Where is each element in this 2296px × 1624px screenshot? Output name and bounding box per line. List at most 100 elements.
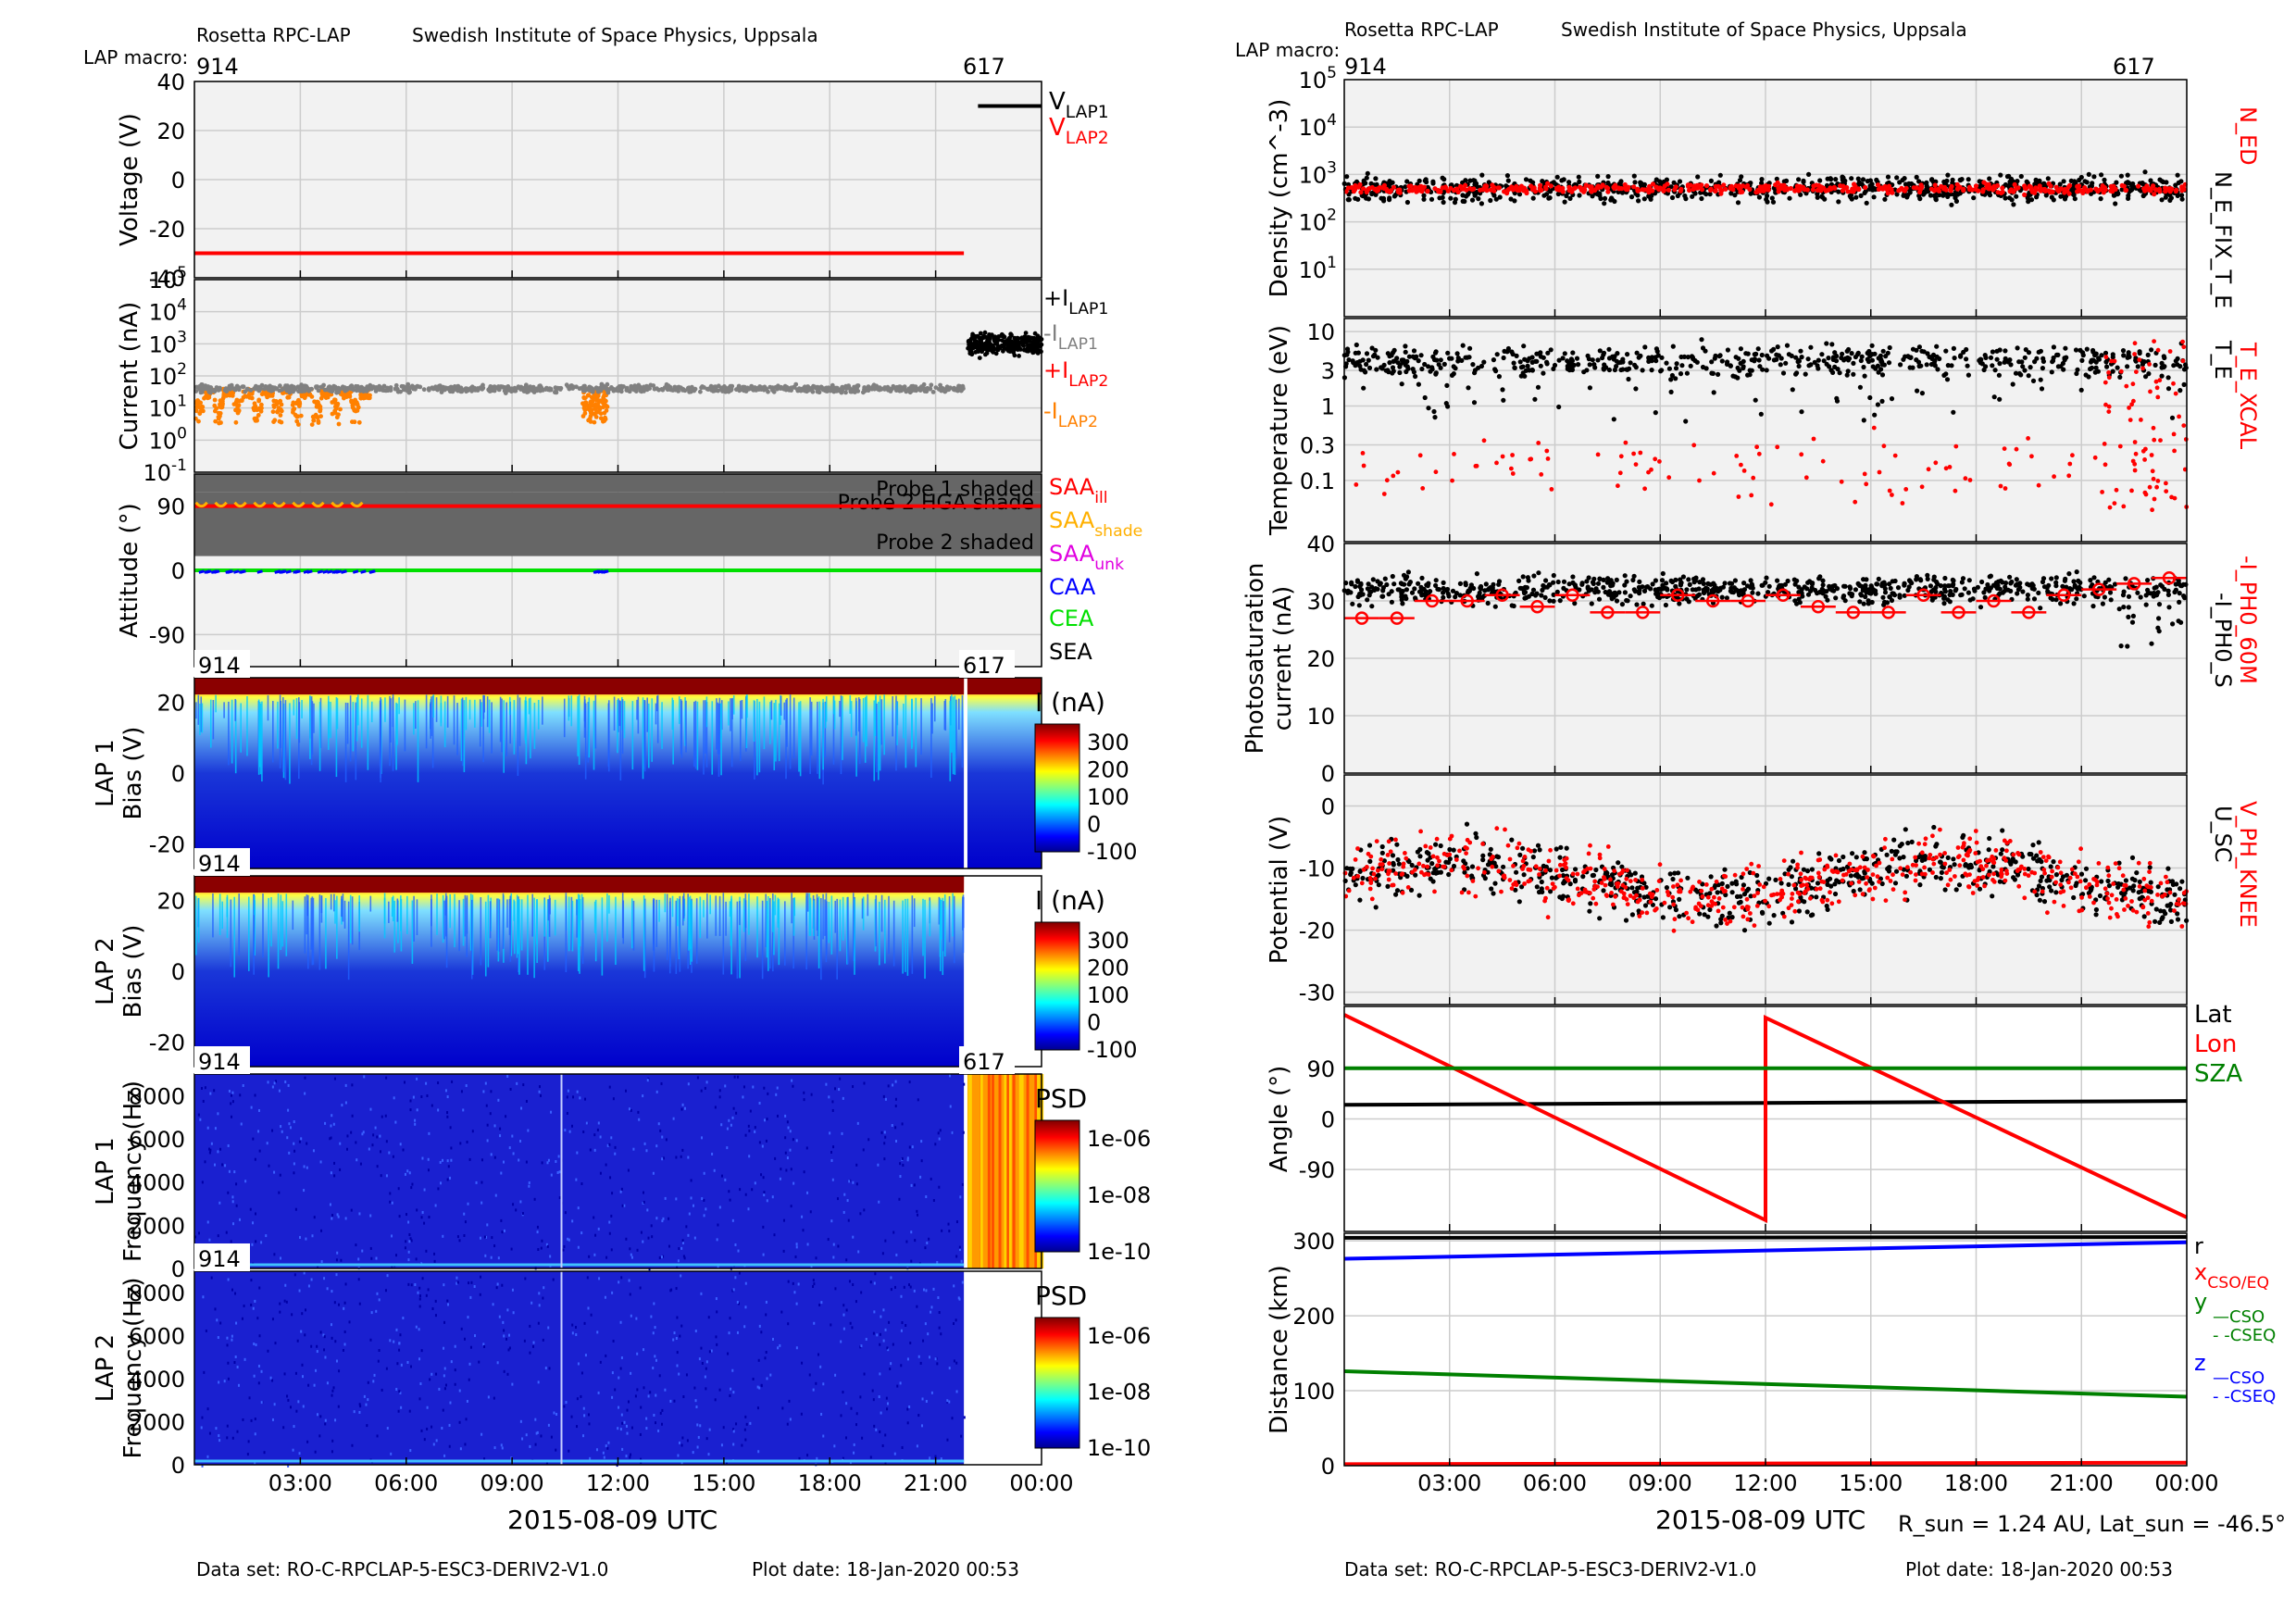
- lap2_freq-heat-noise: [699, 1424, 702, 1428]
- lap2_bias-heat-streak: [836, 898, 839, 980]
- density-point-n-e-fix: [1365, 170, 1370, 176]
- lap1_freq-heat-noise: [576, 1151, 579, 1155]
- lap1_freq-heat-noise: [251, 1243, 254, 1246]
- lap2_bias-heat-streak: [879, 901, 880, 966]
- lap1_freq-heat-noise: [330, 1171, 332, 1175]
- lap1_freq-heat-noise: [242, 1083, 244, 1087]
- lap1_freq-heat-noise: [503, 1229, 505, 1232]
- lap2_freq-heat-noise: [596, 1330, 599, 1334]
- lap2_bias-heat-streak: [248, 896, 250, 971]
- lap1_freq-heat-noise: [273, 1170, 276, 1174]
- lap2_freq-heat-noise: [708, 1350, 711, 1354]
- lap2_freq-heat-noise: [501, 1446, 504, 1450]
- density-point-n-e-fix: [1602, 201, 1607, 206]
- lap2_freq-heat-noise: [955, 1390, 958, 1393]
- density-point-n-e-fix: [1508, 196, 1514, 202]
- lap1_freq-heat-noise: [525, 1160, 528, 1164]
- lap2_freq-heat-noise: [408, 1409, 411, 1413]
- lap1_freq-heat-noise: [748, 1129, 751, 1132]
- lap2_bias-heat-streak: [643, 895, 645, 971]
- lap2_bias-heat-streak: [828, 901, 830, 943]
- lap2_bias-heat-streak: [679, 895, 681, 972]
- lap1_freq-heat-noise: [380, 1174, 382, 1178]
- lap2_bias-heat-streak: [655, 899, 658, 947]
- density-point-n-e-fix: [1902, 176, 1907, 181]
- density-point-n-e-fix: [2034, 180, 2040, 185]
- lap1_freq-heat-noise: [350, 1131, 353, 1134]
- current-point-i-lap1-neg: [834, 385, 839, 391]
- lap2_bias-heat-streak: [943, 894, 946, 957]
- lap2_freq-heat-noise: [530, 1301, 533, 1305]
- current-point-i-lap2-neg: [356, 419, 362, 425]
- lap2_freq-heat-noise: [882, 1308, 885, 1312]
- lap2_freq-heat-noise: [431, 1306, 434, 1310]
- lap1_freq-heat-noise: [580, 1182, 583, 1186]
- current-point-i-lap2-neg: [593, 402, 598, 407]
- lap2_freq-heat-noise: [961, 1280, 964, 1284]
- lap2_freq-heat-noise: [376, 1292, 379, 1295]
- lap1_freq-heat-noise: [287, 1108, 290, 1112]
- current-point-i-lap1-neg: [862, 387, 867, 393]
- density-point-n-e-fix: [1971, 195, 1977, 201]
- lap2_freq-heat-noise: [285, 1300, 288, 1304]
- lap2_bias-heat-streak: [756, 896, 758, 958]
- lap1_freq-heat-noise: [594, 1233, 597, 1237]
- lap1_freq-heat-noise: [720, 1123, 723, 1127]
- lap2_freq-heat-noise: [406, 1360, 409, 1364]
- lap1_freq-heat-noise: [519, 1200, 522, 1204]
- lap2_freq-heat-noise: [603, 1455, 605, 1459]
- current-point-i-lap2-neg: [278, 407, 283, 412]
- lap1_freq-heat-noise: [575, 1178, 578, 1181]
- current-point-i-lap1-neg: [960, 383, 966, 389]
- lap1_freq-heat-noise: [658, 1255, 661, 1259]
- lap1_freq-heat-noise: [427, 1157, 430, 1161]
- lap1_bias-heat-streak: [770, 700, 773, 720]
- lap1_bias-heat-streak: [267, 694, 269, 721]
- current-point-i-lap1-neg: [524, 382, 529, 388]
- density-point-n-e-fix: [1866, 186, 1872, 192]
- density-point-n-e-fix: [1346, 197, 1352, 203]
- lap1_freq-heat-noise: [714, 1106, 717, 1109]
- lap1_freq-heat-noise: [404, 1246, 406, 1250]
- lap1_freq-heat-noise: [680, 1246, 683, 1250]
- current-point-i-lap1-neg: [925, 386, 930, 391]
- lap1_freq-heat-noise: [776, 1086, 779, 1090]
- lap2_freq-heat-noise: [619, 1428, 622, 1431]
- lap2_bias-heat-streak: [318, 894, 321, 970]
- lap2_freq-heat-noise: [542, 1296, 544, 1300]
- current-point-i-lap1-pos: [1017, 344, 1021, 349]
- lap1_freq-heat-noise: [917, 1098, 919, 1102]
- lap1_freq-heat-noise: [836, 1197, 839, 1201]
- lap1_freq-heat-noise: [358, 1212, 361, 1216]
- current-point-i-lap1-neg: [751, 387, 756, 393]
- lap1_freq-heat-noise: [748, 1155, 751, 1158]
- lap1_freq-heat-noise: [341, 1104, 343, 1107]
- lap2_freq-heat-noise: [727, 1352, 730, 1355]
- lap2_bias-heat-streak: [892, 900, 895, 967]
- lap1_freq-heat-noise: [962, 1131, 965, 1134]
- lap2_freq-heat-noise: [568, 1449, 570, 1453]
- current-point-i-lap1-neg: [343, 385, 347, 390]
- current-point-i-lap1-neg: [393, 386, 398, 392]
- lap1_freq-heat-noise: [230, 1102, 232, 1106]
- lap1_freq-heat-noise: [700, 1136, 703, 1140]
- lap2_freq-heat-noise: [418, 1286, 421, 1290]
- lap2_bias-heat-streak: [722, 893, 725, 975]
- density-point-n-e-fix: [1448, 195, 1454, 201]
- lap1_freq-heat-noise: [624, 1089, 627, 1093]
- lap1_freq-heat-noise: [284, 1081, 287, 1084]
- lap1_freq-heat-noise: [892, 1230, 895, 1234]
- current-point-i-lap2-neg: [278, 413, 283, 418]
- lap2_freq-heat-noise: [850, 1406, 853, 1410]
- current-point-i-lap1-pos: [979, 335, 983, 341]
- lap2_freq-heat-noise: [906, 1421, 909, 1425]
- lap2_freq-heat-noise: [886, 1402, 889, 1405]
- lap2_freq-heat-noise: [238, 1383, 241, 1387]
- current-point-i-lap1-neg: [907, 390, 913, 395]
- lap1_bias-heat-streak: [920, 698, 922, 756]
- lap1_freq-heat-noise: [355, 1141, 357, 1144]
- lap2_freq-heat-noise: [743, 1325, 746, 1329]
- current-point-i-lap1-neg: [430, 385, 435, 391]
- voltage-panel: [193, 81, 1042, 279]
- lap2_freq-heat-noise: [279, 1302, 281, 1305]
